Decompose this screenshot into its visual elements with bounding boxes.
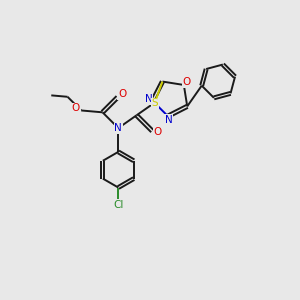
Text: N: N [145, 94, 153, 104]
Text: S: S [152, 98, 158, 108]
Text: N: N [114, 123, 122, 133]
Text: Cl: Cl [113, 200, 124, 210]
Text: O: O [72, 103, 80, 113]
Text: O: O [182, 77, 190, 87]
Text: O: O [118, 89, 126, 99]
Text: O: O [154, 127, 162, 137]
Text: N: N [165, 115, 172, 125]
